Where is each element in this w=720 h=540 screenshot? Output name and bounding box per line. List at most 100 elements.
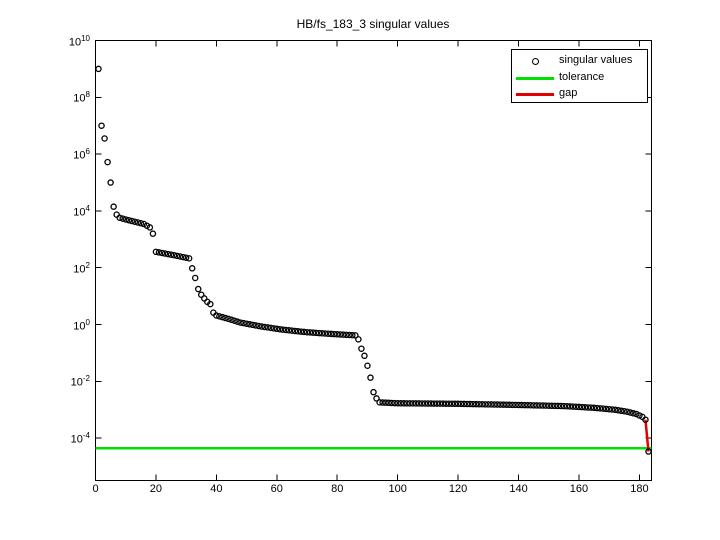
plot-title: HB/fs_183_3 singular values — [296, 17, 450, 31]
x-tick-label: 100 — [388, 483, 407, 495]
singular-value-marker — [194, 285, 202, 293]
singular-value-marker — [611, 406, 619, 414]
singular-value-marker — [391, 399, 398, 407]
singular-value-marker — [258, 323, 265, 330]
singular-value-marker — [382, 399, 389, 406]
singular-value-marker — [460, 400, 468, 408]
legend-entry-singular-values: singular values — [512, 53, 647, 69]
singular-value-marker — [388, 399, 395, 407]
singular-value-marker — [533, 402, 540, 409]
singular-value-marker — [149, 230, 157, 237]
singular-value-marker — [107, 179, 114, 186]
singular-value-marker — [340, 331, 347, 338]
singular-value-marker — [500, 401, 507, 408]
singular-value-marker — [605, 405, 613, 413]
singular-value-marker — [521, 401, 528, 409]
singular-value-marker — [602, 405, 610, 413]
singular-value-marker — [243, 320, 250, 327]
singular-value-marker — [469, 400, 477, 408]
singular-value-marker — [131, 218, 139, 225]
singular-value-marker — [185, 255, 193, 262]
singular-value-marker — [267, 324, 275, 332]
y-tick-label: 108 — [73, 90, 90, 105]
singular-value-marker — [191, 274, 199, 282]
singular-value-marker — [554, 402, 562, 410]
singular-value-marker — [503, 401, 510, 408]
singular-value-marker — [222, 314, 229, 322]
singular-value-marker — [167, 251, 175, 258]
singular-value-marker — [213, 312, 220, 319]
singular-value-marker — [315, 329, 323, 337]
singular-value-marker — [240, 319, 247, 327]
gap-line — [644, 419, 650, 452]
singular-value-marker — [343, 331, 350, 339]
singular-value-marker — [494, 401, 501, 408]
singular-value-marker — [627, 409, 634, 416]
singular-value-marker — [282, 326, 290, 334]
singular-value-marker — [509, 401, 516, 409]
singular-value-marker — [288, 327, 296, 334]
legend: singular values tolerance gap — [511, 49, 648, 103]
singular-value-marker — [306, 329, 314, 336]
singular-value-marker — [237, 319, 244, 326]
singular-value-marker — [373, 395, 380, 402]
singular-value-marker — [454, 400, 462, 408]
singular-value-marker — [427, 400, 435, 407]
singular-value-marker — [412, 400, 420, 407]
singular-value-marker — [170, 251, 178, 259]
singular-value-marker — [563, 402, 571, 410]
singular-value-marker — [466, 400, 474, 408]
singular-value-marker — [557, 402, 565, 410]
singular-value-marker — [261, 323, 268, 331]
singular-value-marker — [515, 401, 522, 409]
singular-value-marker — [578, 403, 586, 411]
singular-value-marker — [137, 219, 145, 227]
circle-marker-icon — [512, 53, 558, 69]
singular-value-marker — [179, 253, 187, 261]
singular-value-marker — [642, 416, 649, 423]
singular-value-marker — [488, 401, 495, 408]
singular-value-marker — [98, 122, 105, 129]
singular-value-marker — [524, 401, 531, 409]
singular-value-marker — [249, 321, 256, 329]
singular-value-marker — [397, 400, 404, 407]
singular-value-marker — [225, 315, 232, 323]
legend-entry-tolerance: tolerance — [512, 70, 647, 86]
singular-value-marker — [352, 332, 359, 339]
singular-value-marker — [110, 203, 117, 210]
singular-value-marker — [400, 400, 407, 407]
singular-value-marker — [231, 317, 238, 324]
x-tick-label: 80 — [331, 483, 344, 495]
x-tick-label: 160 — [569, 483, 589, 495]
singular-value-marker — [128, 217, 136, 225]
singular-value-marker — [297, 328, 305, 335]
singular-value-marker — [358, 345, 365, 352]
singular-value-marker — [285, 327, 293, 334]
singular-value-marker — [608, 406, 616, 413]
singular-value-marker — [101, 135, 108, 142]
singular-value-marker — [234, 318, 241, 325]
singular-value-marker — [584, 404, 592, 411]
singular-value-marker — [645, 448, 652, 455]
singular-value-marker — [406, 400, 414, 407]
singular-value-marker — [560, 402, 568, 410]
singular-value-marker — [207, 300, 214, 308]
singular-value-marker — [409, 400, 417, 407]
singular-value-marker — [424, 400, 432, 407]
singular-value-marker — [463, 400, 471, 408]
singular-value-marker — [572, 403, 580, 411]
singular-value-marker — [457, 400, 465, 408]
legend-label-singular-values: singular values — [559, 54, 633, 66]
singular-value-marker — [155, 249, 163, 256]
singular-value-marker — [303, 328, 311, 336]
singular-value-marker — [246, 321, 253, 328]
y-tick-label: 106 — [73, 147, 90, 162]
singular-value-marker — [527, 401, 534, 409]
singular-value-marker — [367, 374, 374, 381]
x-tick-label: 0 — [92, 483, 99, 495]
singular-value-marker — [575, 403, 583, 411]
singular-value-marker — [518, 401, 525, 409]
singular-value-marker — [442, 400, 450, 407]
